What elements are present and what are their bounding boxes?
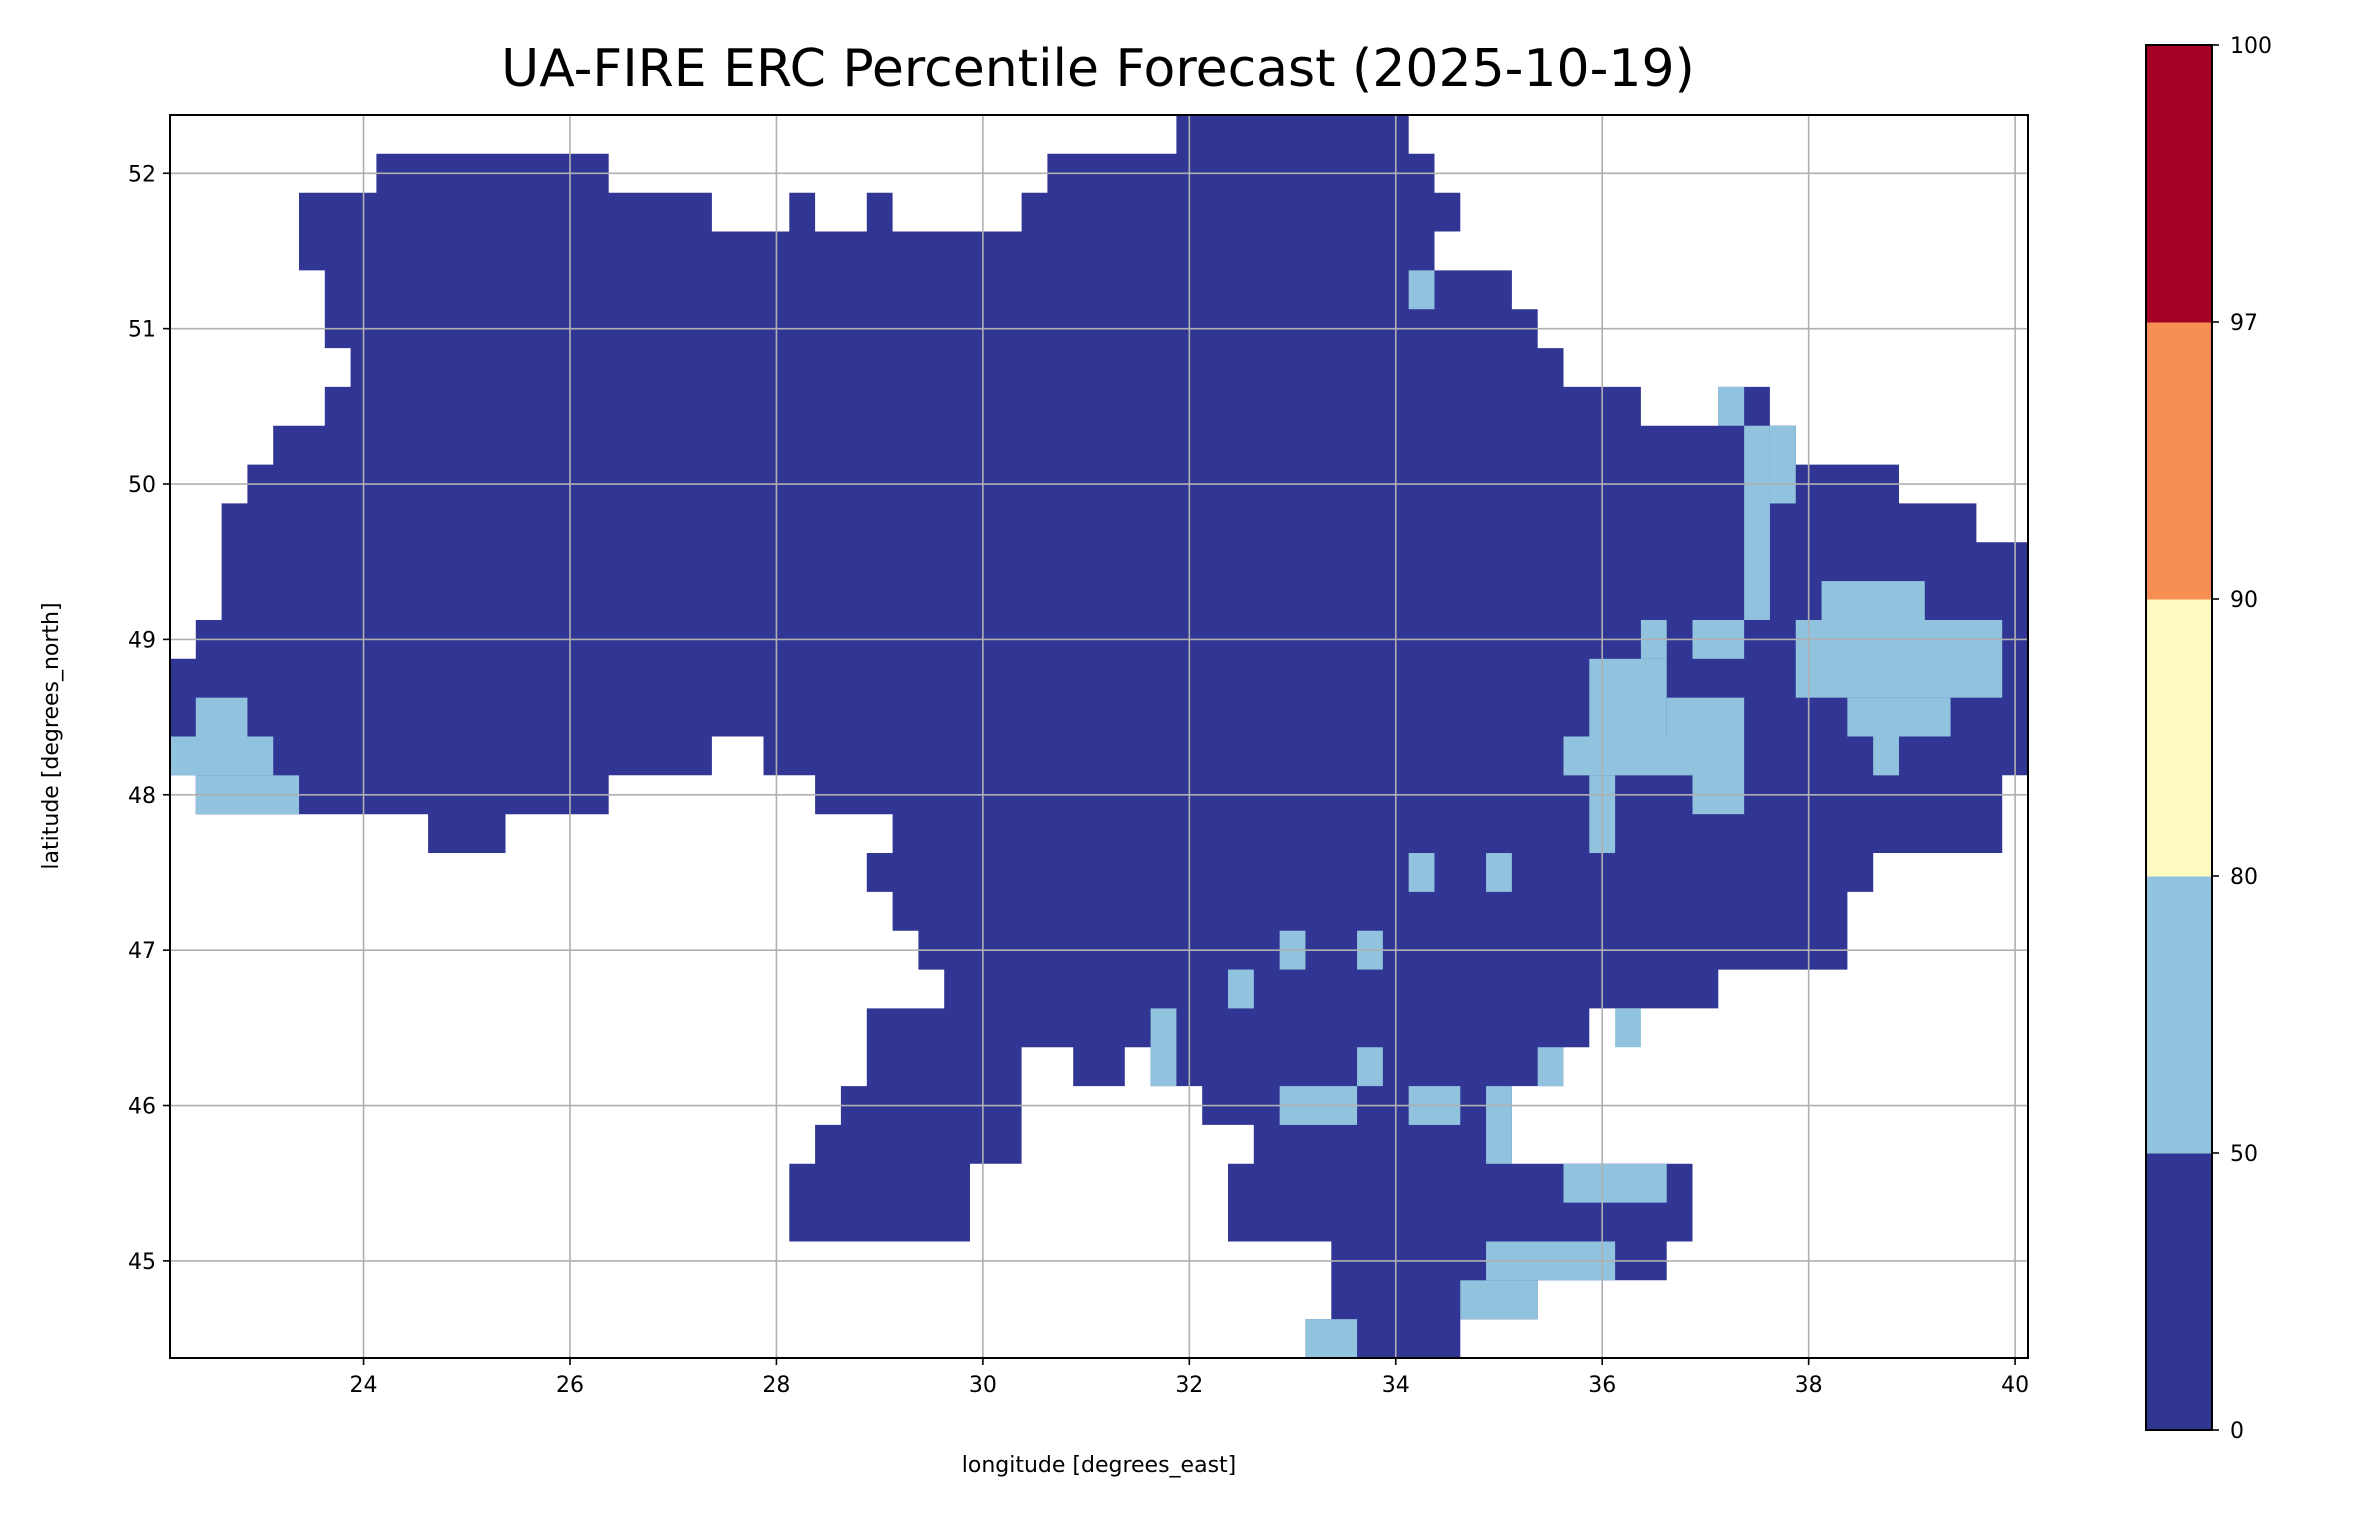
y-tick-label: 49 [128, 628, 156, 653]
y-axis-ticks: 45 46 47 48 49 50 51 52 [128, 162, 170, 1275]
x-tick-label: 34 [1382, 1373, 1410, 1398]
cell-50-80 [1744, 425, 1770, 620]
colorbar-segment [2146, 599, 2212, 877]
colorbar: 0 50 80 90 97 100 [2145, 34, 2272, 1444]
colorbar-segment [2146, 322, 2212, 600]
y-axis-label: latitude [degrees_north] [39, 602, 64, 869]
cell-50-80 [1408, 270, 1435, 310]
colorbar-frame [2145, 44, 2213, 1431]
cell-50-80 [1486, 1086, 1512, 1164]
x-axis-label: longitude [degrees_east] [962, 1453, 1236, 1478]
x-axis-ticks: 24 26 28 30 32 34 36 38 40 [350, 1358, 2029, 1398]
x-tick-label: 28 [762, 1373, 790, 1398]
colorbar-segment [2146, 1153, 2212, 1431]
x-tick-label: 24 [350, 1373, 378, 1398]
x-tick-label: 26 [556, 1373, 584, 1398]
x-tick-label: 38 [1795, 1373, 1823, 1398]
y-tick-label: 48 [128, 784, 156, 809]
colorbar-tick-label: 97 [2230, 311, 2258, 336]
colorbar-tick-label: 50 [2230, 1142, 2258, 1167]
colorbar-tick-label: 80 [2230, 865, 2258, 890]
chart-title: UA-FIRE ERC Percentile Forecast (2025-10… [501, 39, 1695, 99]
cell-50-80 [170, 736, 274, 776]
cell-50-80 [1563, 736, 1693, 776]
cell-50-80 [1305, 1319, 1358, 1358]
y-tick-label: 52 [128, 162, 156, 187]
colorbar-segment [2146, 45, 2212, 323]
y-tick-label: 50 [128, 473, 156, 498]
cell-50-80 [1795, 619, 2003, 698]
cell-50-80 [1486, 853, 1512, 892]
forecast-mask-0-50 [170, 115, 2028, 1358]
colorbar-tick-label: 0 [2230, 1419, 2244, 1444]
cell-50-80 [1408, 853, 1435, 892]
cell-50-80 [1847, 697, 1951, 737]
cell-50-80 [1666, 697, 1745, 737]
cell-50-80 [1537, 1047, 1564, 1087]
cell-50-80 [1615, 1008, 1641, 1048]
cell-50-80 [1150, 1008, 1177, 1087]
gridlines [170, 115, 2028, 1358]
cell-50-80 [1228, 969, 1254, 1009]
y-tick-label: 45 [128, 1250, 156, 1275]
colorbar-segment [2146, 876, 2212, 1154]
x-tick-label: 32 [1175, 1373, 1203, 1398]
cell-50-80 [1563, 1163, 1667, 1203]
cell-50-80 [1692, 736, 1745, 815]
x-tick-label: 40 [2001, 1373, 2029, 1398]
cell-50-80 [1589, 658, 1667, 737]
colorbar-tick-label: 90 [2230, 588, 2258, 613]
cell-50-80 [195, 697, 248, 737]
y-tick-label: 51 [128, 318, 156, 343]
x-tick-label: 36 [1588, 1373, 1616, 1398]
cell-50-80 [1460, 1280, 1538, 1320]
axes-frame [169, 114, 2029, 1359]
cell-50-80 [1718, 386, 1745, 426]
cell-50-80 [1769, 425, 1796, 504]
cell-50-80 [1873, 736, 1899, 776]
y-tick-label: 46 [128, 1095, 156, 1120]
map-plot-area [170, 115, 2028, 1358]
cell-50-80 [1357, 1047, 1383, 1087]
y-tick-label: 47 [128, 939, 156, 964]
x-tick-label: 30 [969, 1373, 997, 1398]
colorbar-tick-label: 100 [2230, 34, 2272, 59]
